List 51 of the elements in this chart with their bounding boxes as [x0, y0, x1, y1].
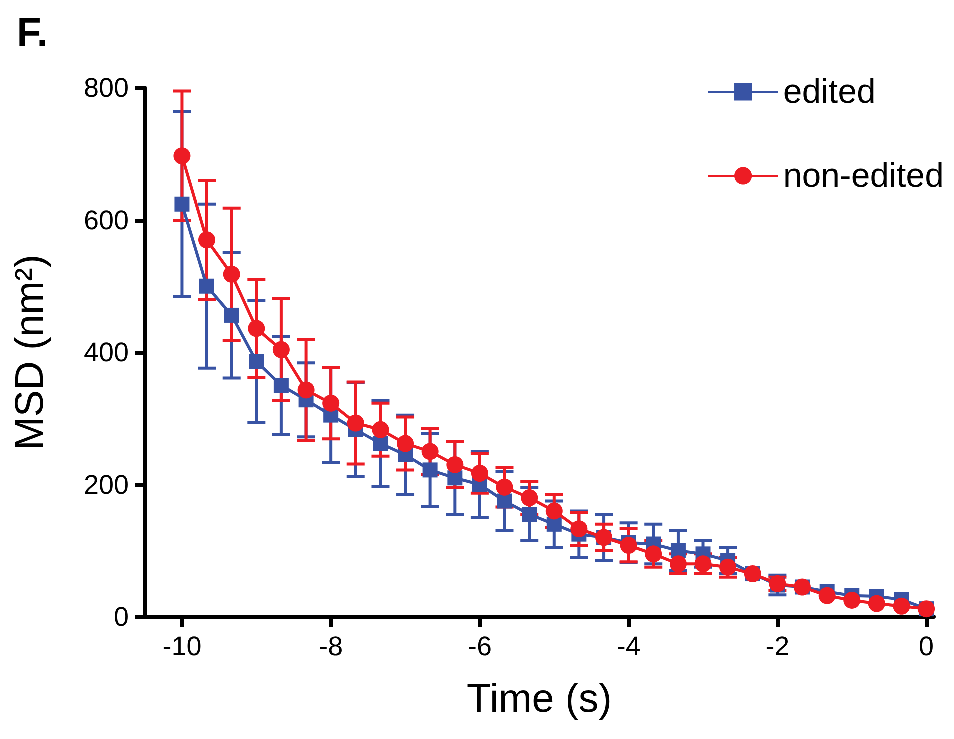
point [521, 489, 538, 506]
x-tick-label: -8 [319, 632, 344, 662]
x-tick-label: -2 [766, 632, 790, 662]
y-tick-label: 600 [84, 205, 129, 236]
point [298, 382, 315, 399]
point [200, 278, 215, 294]
x-tick-label: -10 [162, 632, 202, 662]
point [570, 520, 588, 538]
point [174, 196, 190, 212]
y-tick-label: 0 [114, 602, 129, 632]
point [546, 502, 563, 520]
point [372, 421, 390, 438]
point [497, 494, 512, 509]
point [522, 507, 538, 522]
point [471, 465, 488, 482]
x-tick-label: -4 [616, 632, 641, 662]
point [272, 341, 290, 358]
point [694, 556, 712, 573]
point [224, 308, 240, 323]
x-axis-title: Time (s) [466, 677, 612, 721]
point [274, 378, 289, 394]
point [818, 587, 836, 604]
point [248, 320, 266, 338]
y-tick-label: 200 [84, 470, 129, 500]
point [347, 414, 364, 432]
point [670, 556, 687, 573]
point [645, 546, 662, 563]
point [720, 558, 737, 576]
legend-label: non-edited [783, 157, 944, 195]
legend-label: edited [783, 73, 876, 111]
point [174, 148, 191, 165]
y-tick-label: 800 [84, 73, 129, 103]
point [198, 232, 216, 249]
point [373, 436, 388, 452]
point [397, 435, 414, 452]
point [893, 598, 910, 615]
y-tick-label: 400 [84, 338, 129, 368]
point [868, 595, 886, 612]
point [620, 537, 638, 554]
point [844, 592, 861, 609]
point [223, 266, 240, 283]
point [249, 354, 264, 370]
point [446, 456, 464, 474]
chart-title: F. [17, 11, 48, 55]
point [496, 478, 514, 496]
y-axis-title: MSD (nm²) [8, 254, 52, 450]
x-tick-label: -6 [468, 632, 492, 662]
point [422, 443, 439, 460]
point [322, 394, 340, 412]
x-tick-label: 0 [919, 632, 934, 662]
point [422, 462, 438, 478]
